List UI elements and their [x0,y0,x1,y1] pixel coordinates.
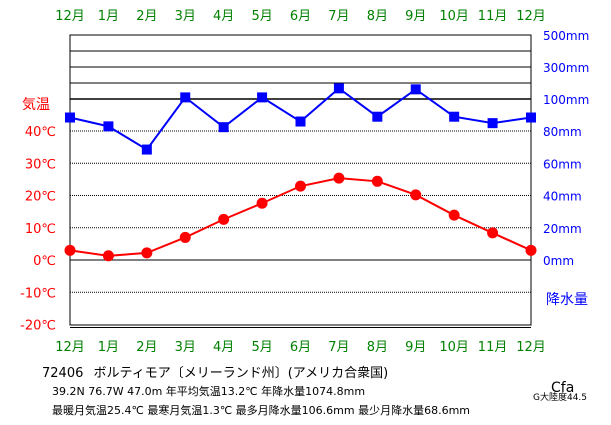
bottom-month-label: 3月 [175,340,196,355]
top-month-label: 5月 [251,9,272,24]
precipitation-series [65,83,536,155]
temp-marker [410,189,422,201]
precip-tick-label: 300mm [543,61,589,75]
top-month-label: 4月 [213,9,234,24]
temp-marker [141,247,153,259]
station-name: ボルティモア〔メリーランド州〕(アメリカ合衆国) [93,366,389,381]
climate-classification: Cfa [551,380,575,396]
temp-marker [218,213,230,225]
station-title: 72406 ボルティモア〔メリーランド州〕(アメリカ合衆国) [42,362,388,381]
precip-marker [333,83,344,94]
temp-tick-label: 40℃ [25,125,56,140]
temp-tick-label: 10℃ [25,222,56,237]
precip-tick-label: 0mm [543,254,574,268]
precip-tick-label: 100mm [543,93,589,107]
station-id: 72406 [42,366,84,381]
bottom-month-label: 12月 [516,340,546,355]
temp-marker [102,250,114,262]
precip-marker [526,112,536,123]
precip-marker [65,112,75,123]
bottom-month-labels: 12月 1月 2月 3月 4月 5月 6月 7月 8月 9月 10月 11月 12月 [55,340,546,355]
precip-marker [103,121,114,132]
precip-tick-label: 60mm [543,157,582,171]
temperature-series [64,172,537,262]
bottom-month-label: 8月 [367,340,388,355]
temp-marker [64,244,76,256]
temp-marker [256,197,268,209]
temp-marker [333,172,345,184]
temp-tick-label: -20℃ [20,319,56,334]
top-month-label: 3月 [175,9,196,24]
bottom-month-label: 10月 [439,340,469,355]
temp-marker [487,227,499,239]
precip-marker [449,111,460,122]
top-month-label: 10月 [439,9,469,24]
precip-marker [487,118,498,129]
temp-marker [448,209,460,221]
top-month-label: 11月 [478,9,508,24]
top-month-label: 7月 [328,9,349,24]
bottom-month-label: 12月 [55,340,85,355]
precip-marker [295,116,306,127]
continentality-index: G大陸度44.5 [533,393,588,403]
precip-marker [257,92,268,103]
temp-marker [295,180,306,192]
precipitation-axis-title: 降水量 [546,292,588,308]
precip-tick-label: 40mm [543,190,582,204]
precipitation-axis: 500mm 300mm 100mm 80mm 60mm 40mm 20mm 0mm [543,29,589,268]
bottom-month-label: 1月 [98,340,119,355]
temperature-axis-title: 気温 [22,97,50,113]
temp-marker [179,231,191,243]
station-summary: 39.2N 76.7W 47.0m 年平均気温13.2℃ 年降水量1074.8m… [52,385,366,398]
top-month-label: 2月 [136,9,157,24]
plot-frame [69,34,532,326]
precip-tick-label: 20mm [543,222,582,236]
chart-grid [69,34,532,328]
precip-marker [410,84,421,95]
precip-marker [180,92,191,103]
temperature-axis: 40℃ 30℃ 20℃ 10℃ 0℃ -10℃ -20℃ [20,125,56,334]
bottom-month-label: 4月 [213,340,234,355]
bottom-month-label: 6月 [290,340,311,355]
precip-marker [141,144,152,155]
temp-tick-label: -10℃ [20,286,56,301]
temp-tick-label: 30℃ [25,157,56,172]
top-month-label: 1月 [98,9,119,24]
precip-marker [218,122,229,133]
temp-tick-label: 20℃ [25,190,56,205]
bottom-month-label: 7月 [328,340,349,355]
bottom-month-label: 5月 [251,340,272,355]
station-extremes: 最暖月気温25.4℃ 最寒月気温1.3℃ 最多月降水量106.6mm 最少月降水… [52,404,471,417]
precip-marker [372,111,383,122]
bottom-month-label: 2月 [136,340,157,355]
top-month-label: 12月 [516,9,546,24]
top-month-label: 6月 [290,9,311,24]
precip-tick-label: 80mm [543,125,582,139]
top-month-label: 12月 [55,9,85,24]
top-month-label: 9月 [405,9,426,24]
bottom-month-label: 11月 [478,340,508,355]
temp-marker [525,244,537,256]
top-month-labels: 12月 1月 2月 3月 4月 5月 6月 7月 8月 9月 10月 11月 12月 [55,9,546,24]
precip-tick-label: 500mm [543,29,589,43]
top-month-label: 8月 [367,9,388,24]
temp-marker [371,175,383,187]
bottom-month-label: 9月 [405,340,426,355]
temp-tick-label: 0℃ [33,254,56,269]
